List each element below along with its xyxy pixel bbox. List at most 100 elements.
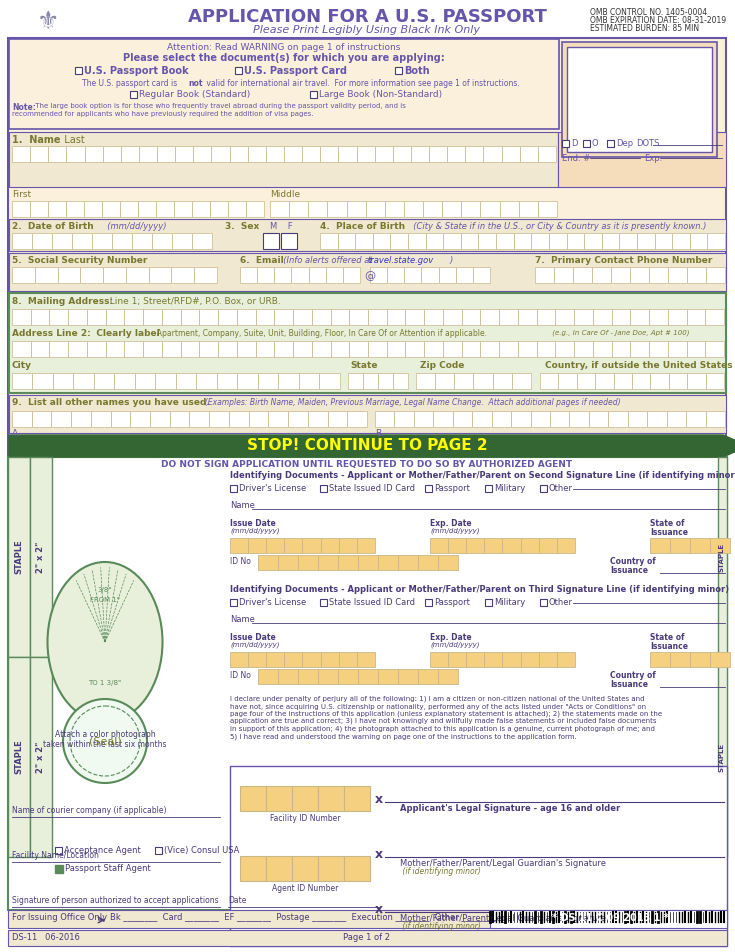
Bar (80, 267, 103, 283)
Text: First: First (12, 190, 31, 199)
Bar (12, 146, 30, 162)
Text: (City & State if in the U.S., or City & Country as it is presently known.): (City & State if in the U.S., or City & … (408, 222, 706, 231)
Bar (228, 201, 246, 217)
Text: Other: Other (549, 484, 573, 493)
Text: 6.  Email: 6. Email (240, 256, 284, 265)
Bar (284, 538, 303, 553)
Bar (540, 485, 547, 492)
Bar (416, 373, 435, 389)
Bar (607, 140, 614, 147)
Bar (338, 669, 358, 684)
Bar (485, 485, 492, 492)
Text: I declare under penalty of perjury all of the following: 1) I am a citizen or no: I declare under penalty of perjury all o… (230, 696, 662, 740)
Bar (32, 411, 51, 427)
Text: 3.  Sex: 3. Sex (225, 222, 259, 231)
Bar (686, 309, 706, 325)
Bar (485, 599, 492, 606)
Bar (51, 411, 71, 427)
Bar (429, 146, 447, 162)
Bar (518, 341, 537, 357)
Text: (mm/dd/yyyy): (mm/dd/yyyy) (430, 528, 479, 534)
Text: 3/8": 3/8" (98, 587, 112, 593)
Bar (68, 341, 87, 357)
Bar (110, 411, 130, 427)
Bar (434, 411, 453, 427)
Bar (549, 233, 567, 249)
Bar (628, 411, 648, 427)
Bar (309, 267, 326, 283)
Bar (8, 930, 727, 946)
Bar (303, 652, 320, 667)
Bar (395, 411, 414, 427)
Bar (348, 373, 363, 389)
Bar (650, 652, 670, 667)
Text: not: not (188, 79, 203, 88)
Text: Exp. Date: Exp. Date (430, 519, 472, 528)
Bar (540, 599, 547, 606)
Bar (650, 538, 670, 553)
Bar (562, 42, 717, 157)
Bar (426, 233, 443, 249)
Bar (461, 233, 478, 249)
Bar (339, 652, 357, 667)
Bar (584, 233, 602, 249)
Bar (347, 411, 367, 427)
Text: Regular Book (Standard): Regular Book (Standard) (139, 90, 250, 99)
Text: STAPLE: STAPLE (719, 543, 725, 571)
Bar (668, 341, 686, 357)
Bar (370, 267, 387, 283)
Bar (12, 267, 35, 283)
Bar (49, 341, 68, 357)
Bar (387, 267, 404, 283)
Bar (126, 267, 148, 283)
Bar (556, 309, 574, 325)
Bar (632, 373, 650, 389)
Bar (554, 267, 573, 283)
Bar (454, 373, 473, 389)
Bar (52, 233, 72, 249)
Text: Identifying Documents - Applicant or Mother/Father/Parent on Third Signature Lin: Identifying Documents - Applicant or Mot… (230, 585, 729, 594)
Bar (55, 865, 63, 873)
Bar (12, 411, 32, 427)
Bar (9, 219, 726, 251)
Bar (230, 485, 237, 492)
Bar (212, 146, 229, 162)
Text: State of: State of (650, 633, 684, 642)
Bar (668, 267, 687, 283)
Bar (421, 267, 439, 283)
Bar (84, 201, 102, 217)
Bar (448, 652, 466, 667)
Bar (500, 201, 519, 217)
Bar (308, 201, 327, 217)
Text: Issue Date: Issue Date (230, 519, 276, 528)
Bar (130, 411, 150, 427)
Bar (199, 341, 218, 357)
Text: travel.state.gov: travel.state.gov (367, 256, 433, 265)
Bar (132, 233, 152, 249)
Bar (298, 555, 318, 570)
Text: M    F: M F (270, 222, 293, 231)
Text: Signature of person authorized to accept applications: Signature of person authorized to accept… (12, 896, 218, 905)
Bar (492, 373, 512, 389)
Bar (557, 538, 575, 553)
Bar (312, 309, 331, 325)
Bar (503, 652, 520, 667)
Text: The large book option is for those who frequently travel abroad during the passp: The large book option is for those who f… (33, 103, 406, 109)
Bar (338, 555, 358, 570)
Bar (718, 657, 727, 857)
Bar (363, 373, 378, 389)
Bar (139, 146, 157, 162)
Text: valid for international air travel.  For more information see page 1 of instruct: valid for international air travel. For … (204, 79, 520, 88)
Bar (583, 140, 590, 147)
Bar (472, 411, 492, 427)
Bar (218, 309, 237, 325)
Bar (357, 538, 375, 553)
Text: Country of: Country of (610, 671, 656, 680)
Bar (248, 411, 268, 427)
Bar (501, 146, 520, 162)
Bar (9, 132, 558, 187)
Bar (535, 267, 554, 283)
Text: Country of: Country of (610, 557, 656, 566)
Bar (346, 201, 366, 217)
Bar (358, 669, 378, 684)
